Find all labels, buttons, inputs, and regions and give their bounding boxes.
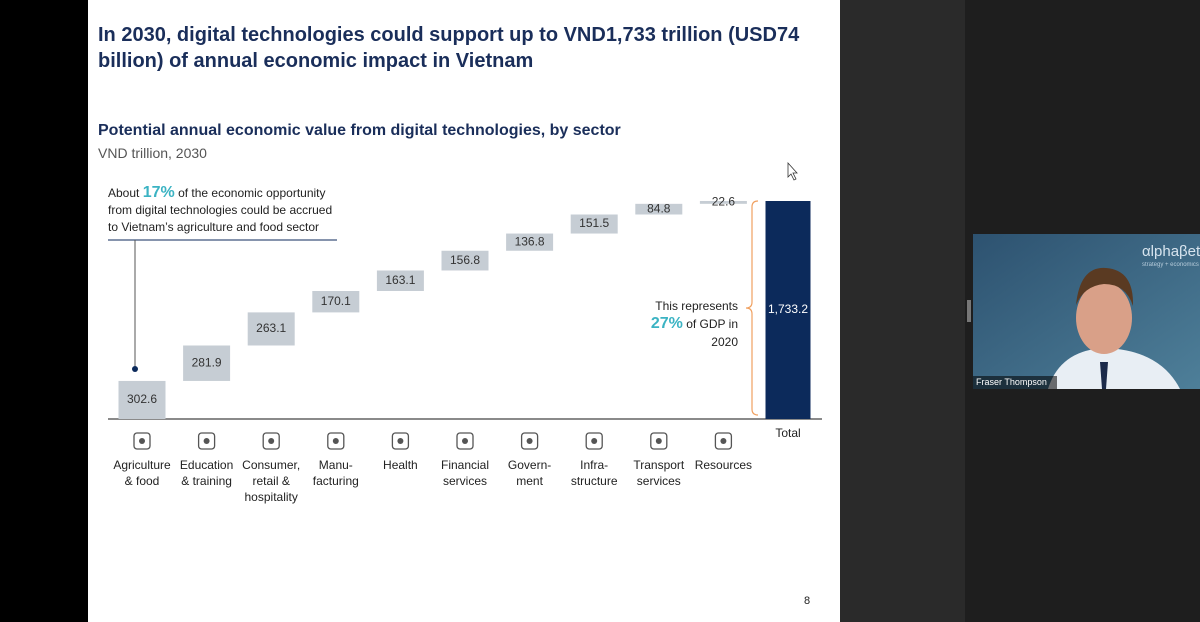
sector-icon bbox=[268, 438, 275, 444]
x-tick-label: Govern- ment bbox=[507, 458, 552, 488]
participant-name: Fraser Thompson bbox=[976, 377, 1047, 387]
sector-icon bbox=[520, 432, 539, 450]
sector-icon bbox=[391, 432, 410, 450]
person-shirt bbox=[1048, 348, 1180, 389]
bar bbox=[635, 203, 683, 215]
side-gap bbox=[840, 0, 965, 622]
bar bbox=[376, 270, 424, 291]
bar-label: 156.8 bbox=[450, 253, 480, 267]
name-tag bbox=[973, 376, 1057, 389]
sector-icon bbox=[203, 438, 210, 444]
annotation-text: of GDP in 2020 bbox=[686, 317, 738, 349]
x-tick-label: Resources bbox=[694, 458, 753, 472]
sector-icon bbox=[650, 432, 668, 450]
annotation-right: This represents 27% of GDP in 2020 bbox=[634, 297, 738, 351]
bar-label: 281.9 bbox=[192, 355, 222, 369]
bar-label: 170.1 bbox=[321, 294, 351, 308]
bar-label: 163.1 bbox=[385, 273, 415, 287]
bar bbox=[183, 345, 231, 381]
bar-label: 263.1 bbox=[256, 321, 286, 335]
person-hair bbox=[1076, 267, 1134, 306]
bar bbox=[699, 200, 747, 204]
bar-label: 151.5 bbox=[579, 216, 609, 230]
x-tick-label: Consumer, retail & hospitality bbox=[242, 458, 301, 504]
x-tick-label: Agriculture & food bbox=[113, 458, 171, 488]
logo: αlphaβeta bbox=[1142, 243, 1200, 260]
bar-label: 302.6 bbox=[127, 392, 157, 406]
bar-label: 84.8 bbox=[647, 201, 671, 215]
sector-icon bbox=[591, 438, 598, 444]
sector-icon bbox=[526, 438, 533, 444]
sector-icon bbox=[327, 432, 345, 450]
bar bbox=[312, 290, 360, 313]
annotation-text: About bbox=[108, 186, 140, 200]
total-label: 1,733.2 bbox=[768, 302, 808, 316]
bracket bbox=[745, 200, 759, 416]
x-tick-label: Health bbox=[383, 458, 418, 472]
sector-icon bbox=[585, 432, 603, 450]
x-tick-label: Infra- structure bbox=[570, 458, 618, 488]
person-face bbox=[1076, 282, 1132, 354]
bar bbox=[247, 312, 295, 346]
sector-icon bbox=[197, 432, 216, 450]
annotation-left: About 17% of the economic opportunity fr… bbox=[108, 184, 344, 236]
bar bbox=[441, 250, 489, 271]
sector-icon bbox=[332, 438, 339, 444]
sector-icon bbox=[262, 432, 280, 450]
slide-title: In 2030, digital technologies could supp… bbox=[98, 24, 800, 72]
bar bbox=[570, 214, 618, 234]
x-tick-label: Education & training bbox=[179, 458, 234, 488]
cursor bbox=[787, 161, 798, 181]
annotation-text: of the economic opportunity from digital… bbox=[108, 186, 333, 234]
x-tick-label: Transport services bbox=[633, 458, 685, 488]
annotation-text: This represents bbox=[655, 299, 738, 313]
logo-tagline: strategy + economics bbox=[1142, 262, 1199, 268]
x-tick-label: Total bbox=[775, 426, 801, 440]
annotation-highlight: 17% bbox=[142, 184, 175, 201]
panel-handle[interactable] bbox=[967, 300, 971, 322]
sector-icon bbox=[655, 438, 662, 444]
sector-icon bbox=[462, 438, 468, 444]
slide bbox=[88, 0, 840, 622]
sector-icon bbox=[133, 432, 151, 450]
x-tick-label: Manu- facturing bbox=[312, 458, 359, 488]
x-tick-label: Financial services bbox=[440, 458, 490, 488]
sector-icon bbox=[397, 438, 404, 444]
bar bbox=[118, 380, 166, 419]
person-tie bbox=[1100, 362, 1108, 389]
bar-label: 22.6 bbox=[712, 195, 736, 209]
total-bar bbox=[765, 201, 811, 419]
sector-icon bbox=[720, 438, 727, 444]
annotation-dot bbox=[132, 366, 138, 372]
bar-label: 136.8 bbox=[515, 234, 545, 248]
sector-icon bbox=[139, 438, 145, 444]
bar bbox=[506, 233, 554, 251]
chart-subtitle: VND trillion, 2030 bbox=[98, 145, 207, 161]
chart-title: Potential annual economic value from dig… bbox=[98, 122, 621, 139]
page-number: 8 bbox=[804, 595, 811, 607]
sector-icon bbox=[456, 432, 474, 450]
sector-icon bbox=[714, 432, 733, 450]
annotation-highlight: 27% bbox=[650, 315, 683, 332]
